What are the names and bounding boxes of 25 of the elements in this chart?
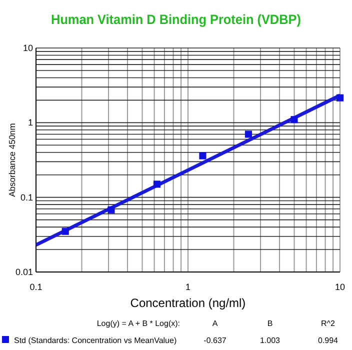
x-axis-title: Concentration (ng/ml) [130, 296, 246, 310]
text: 0.994 [318, 336, 339, 345]
point [153, 180, 161, 188]
text: 1.003 [260, 336, 281, 345]
point [290, 116, 298, 124]
point [336, 94, 344, 102]
text: Log(y) = A + B * Log(x): [96, 319, 180, 328]
chart-title: Human Vitamin D Binding Protein (VDBP) [51, 12, 301, 28]
text: A [212, 319, 218, 328]
text: R^2 [321, 319, 336, 328]
legend-label: Std (Standards: Concentration vs MeanValue) [14, 336, 177, 345]
y-axis-title: Absorbance 450nm [7, 123, 17, 197]
x-tick-label: 0.1 [30, 282, 42, 292]
point [62, 228, 69, 235]
text: B [267, 319, 273, 328]
point [108, 206, 115, 214]
y-tick-label: 0.1 [20, 192, 33, 202]
y-tick-label: 10 [22, 43, 33, 53]
y-tick-label: 1 [28, 118, 33, 128]
y-tick-label: 0.01 [15, 267, 33, 277]
x-tick-label: 10 [334, 282, 346, 292]
point [244, 130, 252, 138]
x-tick-label: 1 [185, 282, 191, 292]
point [199, 152, 206, 160]
text: -0.637 [204, 336, 227, 345]
